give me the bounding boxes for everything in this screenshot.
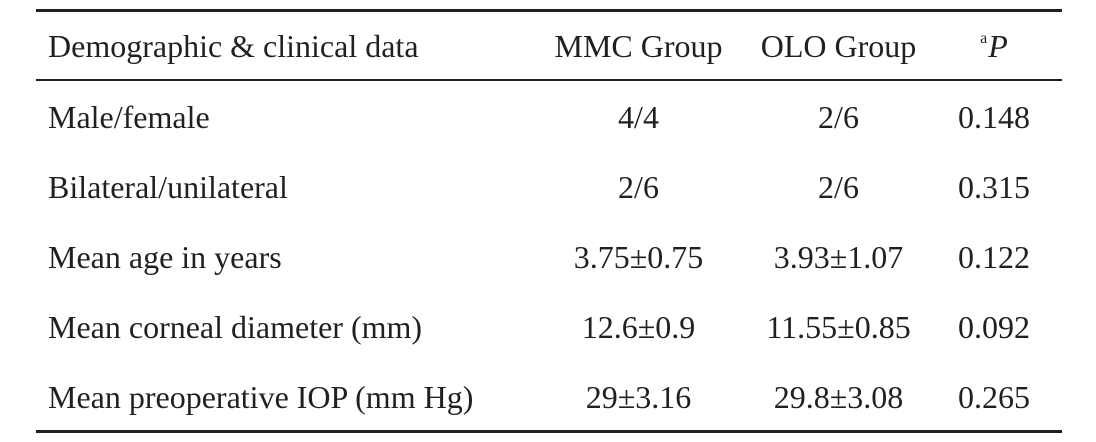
table-header-row: Demographic & clinical data MMC Group OL… bbox=[36, 12, 1062, 79]
row-olo-value: 2/6 bbox=[818, 169, 859, 205]
table-bottom-rule bbox=[36, 430, 1062, 433]
row-mmc-value: 2/6 bbox=[618, 169, 659, 205]
row-label: Bilateral/unilateral bbox=[48, 169, 288, 205]
row-label: Mean corneal diameter (mm) bbox=[48, 309, 423, 345]
table-header-rule bbox=[36, 79, 1062, 81]
row-label: Mean age in years bbox=[48, 239, 282, 275]
row-olo-value: 29.8±3.08 bbox=[773, 379, 904, 415]
header-mmc-group: MMC Group bbox=[554, 27, 723, 64]
row-p-value: 0.092 bbox=[958, 309, 1030, 345]
row-mmc-value: 29±3.16 bbox=[585, 379, 692, 415]
p-value-footnote-marker: a bbox=[980, 29, 988, 47]
table-row: Male/female 4/4 2/6 0.148 bbox=[36, 82, 1062, 152]
table-row: Mean age in years 3.75±0.75 3.93±1.07 0.… bbox=[36, 222, 1062, 292]
row-p-value: 0.265 bbox=[958, 379, 1030, 415]
header-label: Demographic & clinical data bbox=[48, 27, 419, 64]
row-mmc-value: 4/4 bbox=[618, 99, 659, 135]
row-mmc-value: 12.6±0.9 bbox=[581, 309, 696, 345]
row-p-value: 0.122 bbox=[958, 239, 1030, 275]
header-p-value: aP bbox=[926, 30, 1062, 62]
row-label: Male/female bbox=[48, 99, 210, 135]
header-olo-group: OLO Group bbox=[760, 27, 917, 64]
table-row: Bilateral/unilateral 2/6 2/6 0.315 bbox=[36, 152, 1062, 222]
p-value-symbol: P bbox=[988, 27, 1008, 64]
row-label: Mean preoperative IOP (mm Hg) bbox=[48, 379, 474, 415]
row-mmc-value: 3.75±0.75 bbox=[573, 239, 704, 275]
row-olo-value: 11.55±0.85 bbox=[766, 309, 911, 345]
row-p-value: 0.315 bbox=[958, 169, 1030, 205]
row-p-value: 0.148 bbox=[958, 99, 1030, 135]
table-top-rule bbox=[36, 9, 1062, 12]
row-olo-value: 2/6 bbox=[818, 99, 859, 135]
row-olo-value: 3.93±1.07 bbox=[773, 239, 904, 275]
table-row: Mean preoperative IOP (mm Hg) 29±3.16 29… bbox=[36, 362, 1062, 432]
table-row: Mean corneal diameter (mm) 12.6±0.9 11.5… bbox=[36, 292, 1062, 362]
